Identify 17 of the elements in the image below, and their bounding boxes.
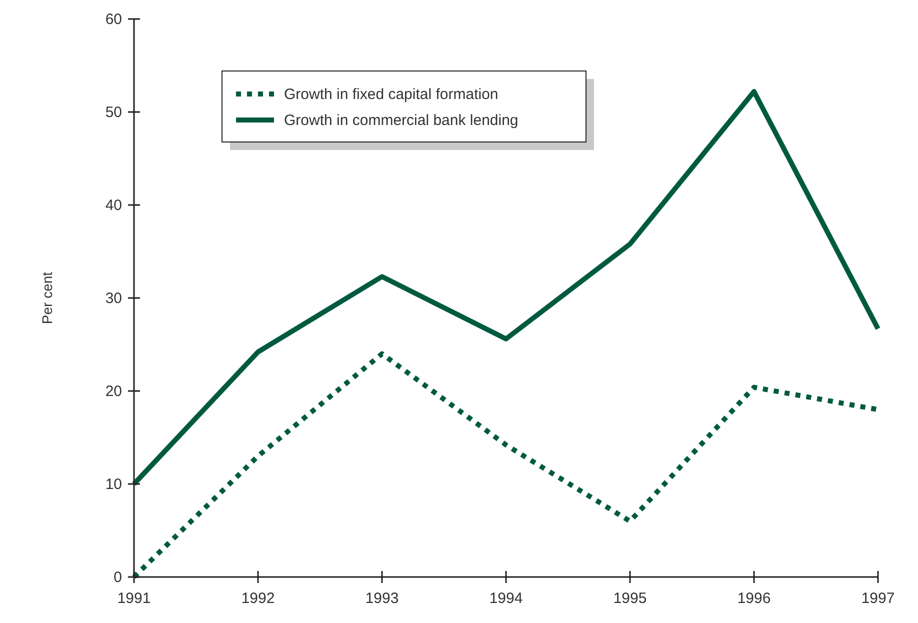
x-tick-label: 1996 xyxy=(737,590,771,607)
y-tick-label: 0 xyxy=(114,569,122,586)
y-tick-label: 60 xyxy=(105,11,122,28)
y-tick-label: 50 xyxy=(105,104,122,121)
x-tick-label: 1994 xyxy=(489,590,523,607)
y-tick-label: 10 xyxy=(105,476,122,493)
x-tick-label: 1997 xyxy=(861,590,895,607)
x-tick-label: 1993 xyxy=(365,590,399,607)
legend-label: Growth in commercial bank lending xyxy=(284,112,518,129)
legend-label: Growth in fixed capital formation xyxy=(284,86,498,103)
x-tick-label: 1992 xyxy=(241,590,275,607)
x-tick-label: 1995 xyxy=(613,590,647,607)
y-axis-title: Per cent xyxy=(39,272,55,324)
y-tick-label: 30 xyxy=(105,290,122,307)
x-tick-label: 1991 xyxy=(117,590,151,607)
y-tick-label: 40 xyxy=(105,197,122,214)
y-tick-label: 20 xyxy=(105,383,122,400)
